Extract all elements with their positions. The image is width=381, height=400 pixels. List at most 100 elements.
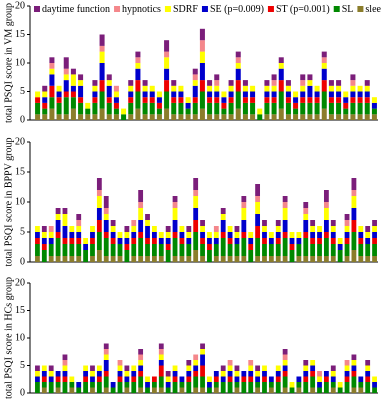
bar-segment xyxy=(307,74,313,81)
bar-segment xyxy=(255,256,261,262)
bar-segment xyxy=(171,80,177,86)
bar-segment xyxy=(135,68,141,81)
bar-segment xyxy=(234,238,240,244)
bar-segment xyxy=(138,208,144,220)
bar-segment xyxy=(96,208,102,220)
legend-swatch xyxy=(201,6,208,12)
bar-segment xyxy=(172,208,178,220)
bar-segment xyxy=(250,102,256,115)
bar-segment xyxy=(296,232,302,238)
bar-segment xyxy=(250,114,256,120)
bar-segment xyxy=(242,97,248,103)
bar-segment xyxy=(103,387,109,393)
bar-segment xyxy=(328,85,334,92)
bar-segment xyxy=(56,102,62,115)
bar-segment xyxy=(303,376,309,382)
bar-segment xyxy=(35,91,41,98)
bar-segment xyxy=(330,226,336,232)
bar-segment xyxy=(145,376,150,382)
y-tick-label: 5 xyxy=(20,360,25,371)
bar-segment xyxy=(99,80,105,92)
bar-segment xyxy=(323,382,329,393)
bar-segment xyxy=(124,365,130,371)
y-tick-label: 20 xyxy=(15,277,25,288)
bar-segment xyxy=(158,343,164,349)
bar-segment xyxy=(323,238,329,256)
legend-label: daytime function xyxy=(42,4,110,15)
bar-segment xyxy=(220,376,226,382)
bar-segment xyxy=(358,238,364,244)
bar-segment xyxy=(103,343,109,349)
bar-segment xyxy=(78,74,84,81)
bar-segment xyxy=(41,365,47,371)
bar-segment xyxy=(41,238,47,244)
bar-segment xyxy=(200,349,205,355)
bar-segment xyxy=(172,256,178,262)
bar-segment xyxy=(328,97,334,103)
bar-segment xyxy=(344,214,350,220)
bar-segment xyxy=(241,208,247,220)
bar-segment xyxy=(165,244,171,250)
bar-segment xyxy=(351,232,357,250)
bar-segment xyxy=(278,91,284,109)
bar-segment xyxy=(310,371,316,377)
bar-segment xyxy=(128,97,134,103)
bar-segment xyxy=(275,226,281,232)
y-axis-label: total PSQI score in BPPV group xyxy=(3,138,14,267)
bar-segment xyxy=(179,238,185,244)
bar-segment xyxy=(149,91,155,98)
bar-segment xyxy=(344,360,350,366)
bar-segment xyxy=(110,238,116,244)
bar-segment xyxy=(300,102,306,115)
bar-segment xyxy=(138,190,144,202)
bar-segment xyxy=(178,91,184,98)
bar-segment xyxy=(365,382,371,393)
bar-segment xyxy=(227,371,233,377)
bar-segment xyxy=(248,250,254,262)
bar-segment xyxy=(63,74,69,81)
bar-segment xyxy=(42,97,48,103)
bar-segment xyxy=(310,238,316,244)
bar-segment xyxy=(278,63,284,69)
bar-segment xyxy=(207,91,213,98)
bar-segment xyxy=(185,102,191,109)
bar-segment xyxy=(234,226,240,232)
bar-segment xyxy=(310,220,316,226)
bar-segment xyxy=(207,232,212,238)
bar-segment xyxy=(372,256,377,262)
bar-segment xyxy=(186,371,192,377)
bar-segment xyxy=(35,238,40,244)
bar-segment xyxy=(241,232,247,238)
bar-segment xyxy=(282,354,288,360)
bar-segment xyxy=(328,114,334,120)
bar-segment xyxy=(213,382,219,388)
bar-segment xyxy=(149,114,155,120)
bar-segment xyxy=(235,108,241,120)
bar-segment xyxy=(62,354,68,360)
bar-segment xyxy=(221,102,227,109)
bar-segment xyxy=(78,97,84,103)
bar-segment xyxy=(193,190,199,196)
bar-segment xyxy=(262,244,267,256)
bar-segment xyxy=(300,114,306,120)
bar-segment xyxy=(317,371,322,377)
bar-segment xyxy=(257,114,263,120)
bar-segment xyxy=(83,365,89,371)
bar-segment xyxy=(92,97,98,103)
legend-swatch xyxy=(267,6,274,12)
bar-segment xyxy=(76,238,82,244)
bar-segment xyxy=(275,220,281,226)
bar-segment xyxy=(106,114,112,120)
bar-segment xyxy=(156,102,162,109)
bar-segment xyxy=(220,220,226,232)
bar-segment xyxy=(271,97,277,103)
bar-segment xyxy=(317,226,322,232)
bar-segment xyxy=(372,387,377,393)
bar-segment xyxy=(121,108,127,115)
bar-segment xyxy=(227,238,233,244)
bar-segment xyxy=(55,256,61,262)
bar-segment xyxy=(255,382,261,388)
bar-segment xyxy=(344,365,350,371)
bar-segment xyxy=(242,80,248,86)
bar-segment xyxy=(192,68,198,75)
